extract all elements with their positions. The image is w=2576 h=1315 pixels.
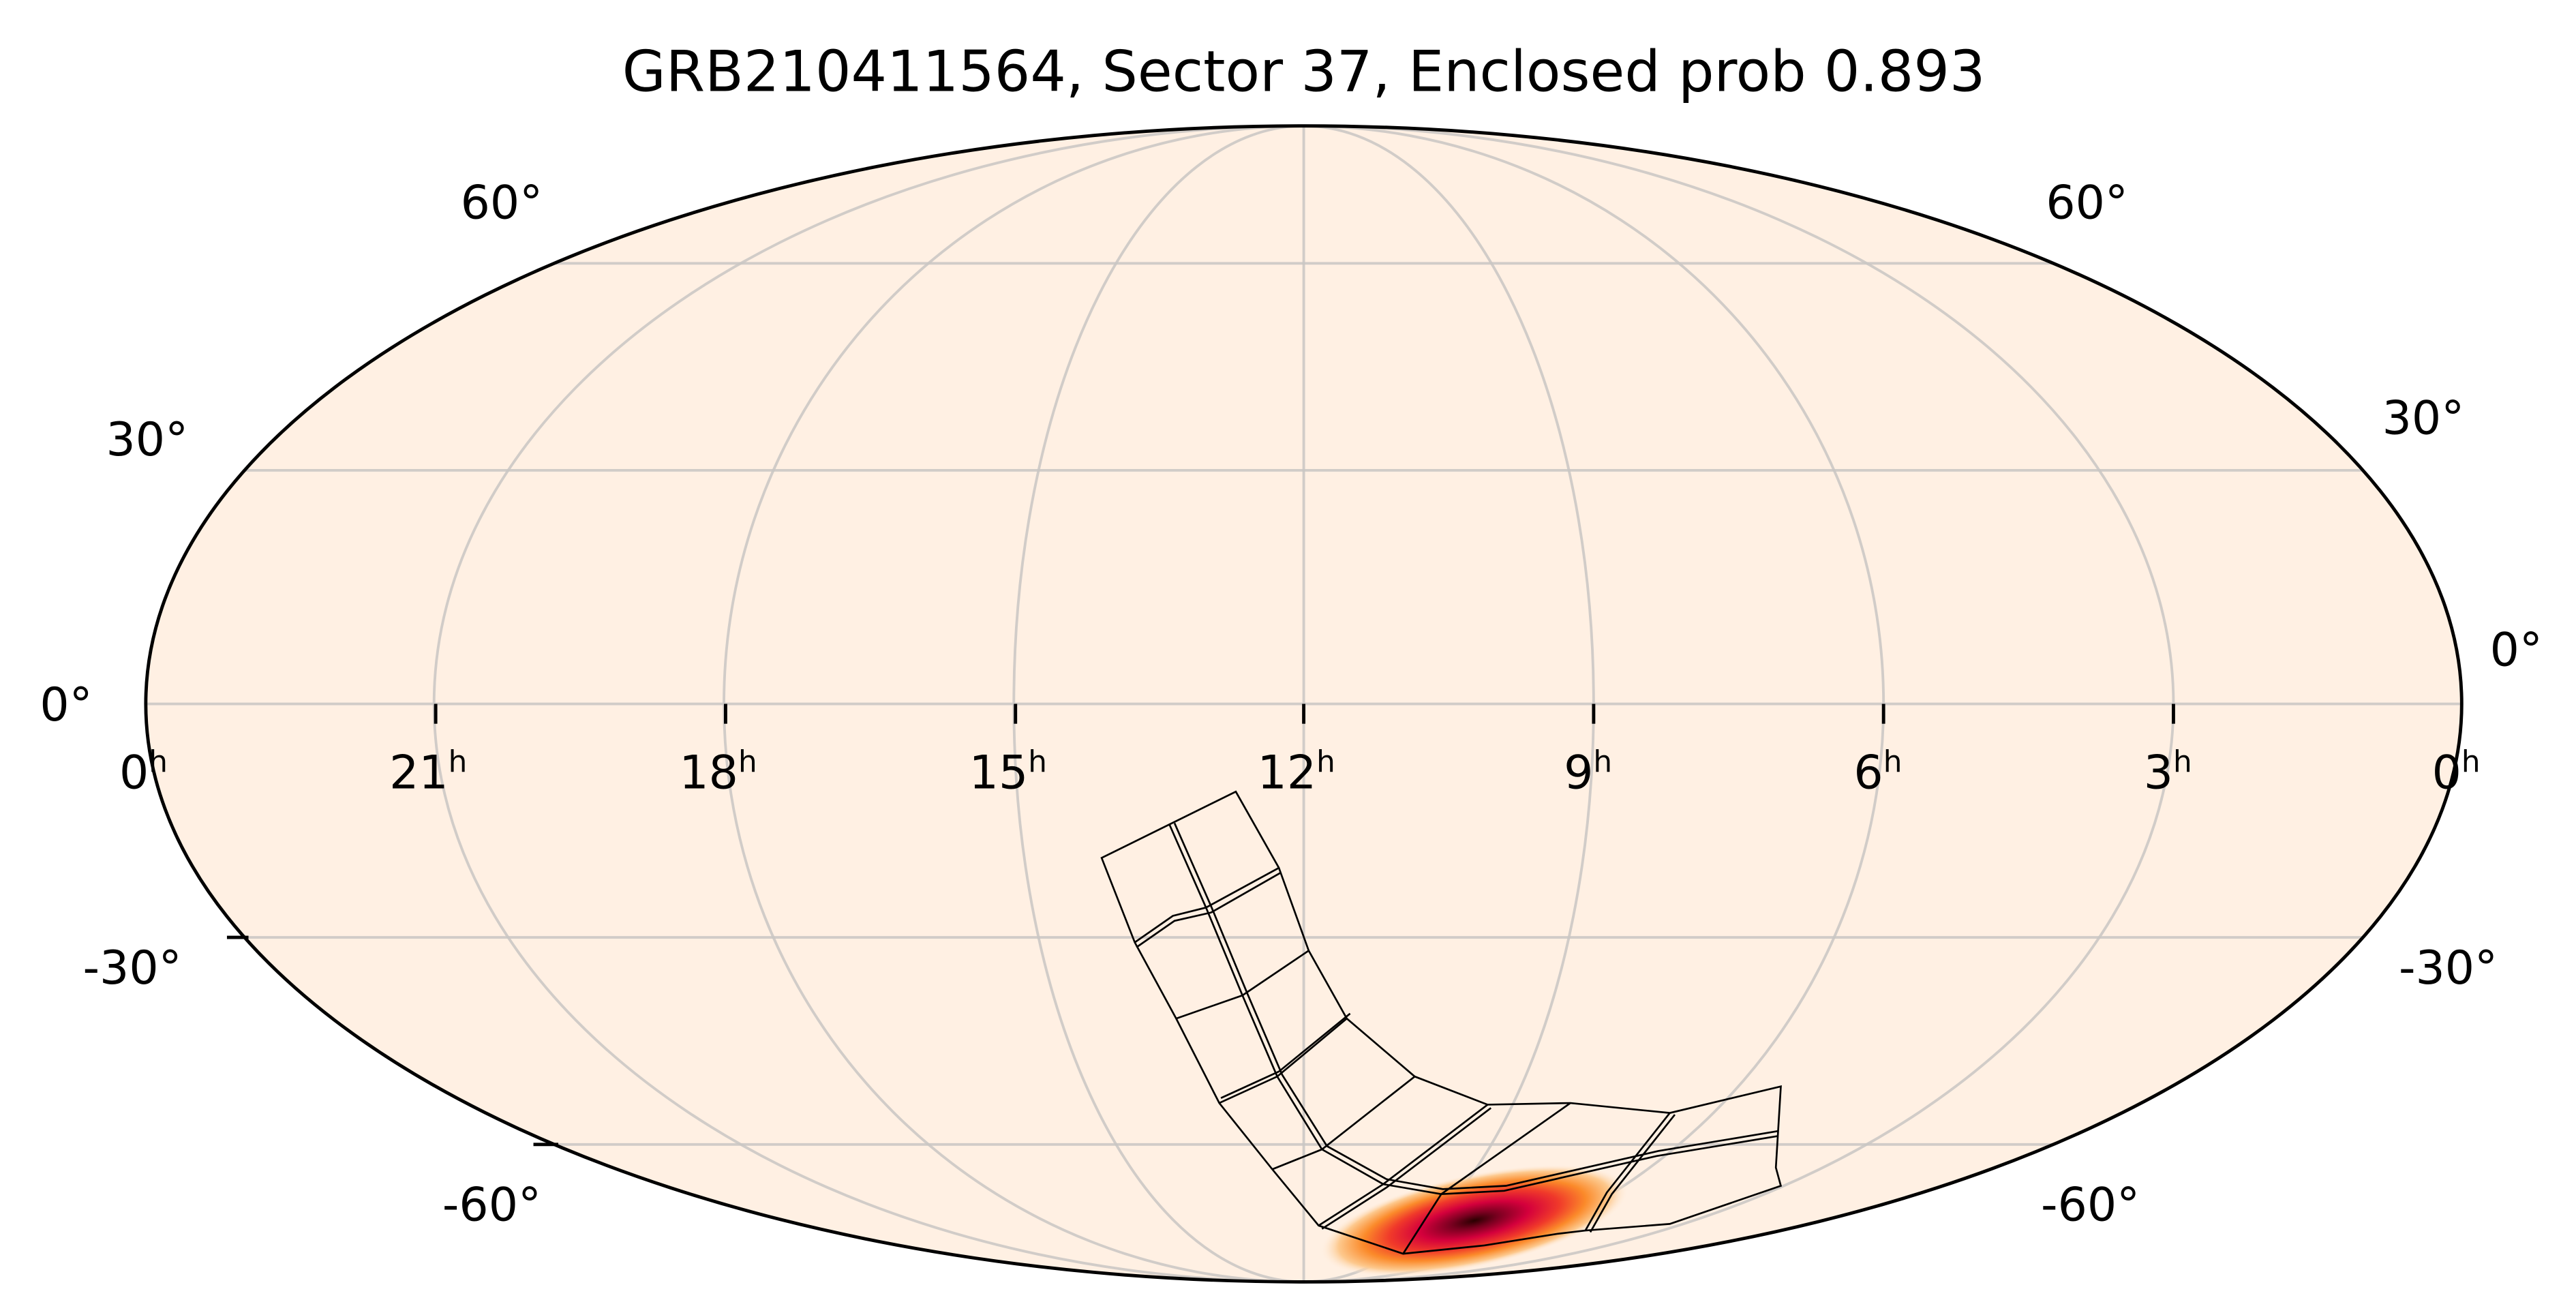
svg-text:3h: 3h xyxy=(2144,744,2192,800)
svg-text:18h: 18h xyxy=(679,744,757,800)
svg-text:30°: 30° xyxy=(106,413,189,467)
svg-text:-60°: -60° xyxy=(2041,1179,2140,1233)
tess-footprint xyxy=(1100,790,1783,1255)
svg-text:-30°: -30° xyxy=(83,941,182,995)
svg-text:60°: 60° xyxy=(461,177,543,230)
sky-outline xyxy=(144,124,2464,1284)
dec-labels-right: 60° 30° 0° -30° -60° xyxy=(2041,177,2543,1233)
probability-heatmap xyxy=(1320,1164,1629,1277)
dec-labels-left: 60° 30° 0° -30° -60° xyxy=(40,177,543,1233)
svg-text:15h: 15h xyxy=(969,744,1047,800)
svg-text:9h: 9h xyxy=(1564,744,1612,800)
svg-text:21h: 21h xyxy=(389,744,467,800)
svg-text:30°: 30° xyxy=(2382,392,2465,446)
svg-text:-60°: -60° xyxy=(442,1179,541,1233)
ra-ticks xyxy=(226,704,2175,1147)
svg-text:0°: 0° xyxy=(2490,624,2543,678)
svg-text:0h: 0h xyxy=(119,744,168,800)
svg-text:12h: 12h xyxy=(1258,744,1335,800)
svg-text:0°: 0° xyxy=(40,678,92,732)
ra-labels: 0h 21h 18h 15h 12h 9h 6h 3h 0h xyxy=(119,744,2481,800)
svg-text:6h: 6h xyxy=(1853,744,1902,800)
svg-text:0h: 0h xyxy=(2432,744,2481,800)
chart-title: GRB210411564, Sector 37, Enclosed prob 0… xyxy=(622,40,1986,105)
svg-text:-30°: -30° xyxy=(2399,941,2498,995)
svg-text:60°: 60° xyxy=(2046,177,2128,230)
